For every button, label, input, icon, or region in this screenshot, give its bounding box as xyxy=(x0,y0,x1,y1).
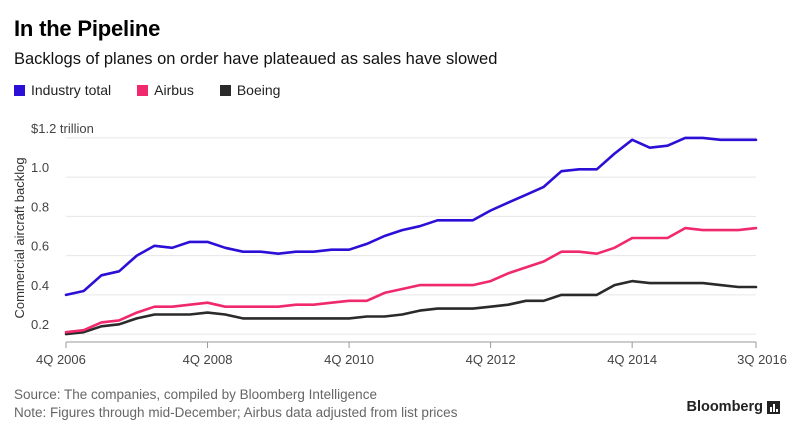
y-tick-label-3: 0.6 xyxy=(31,239,49,254)
legend-item-boeing: Boeing xyxy=(219,82,281,98)
legend-label-boeing: Boeing xyxy=(236,82,281,98)
series-line-industry-total xyxy=(64,136,758,297)
legend-item-industry: Industry total xyxy=(14,82,111,98)
legend-label-airbus: Airbus xyxy=(154,82,194,98)
legend-item-airbus: Airbus xyxy=(137,82,194,98)
y-tick-label-0: $1.2 trillion xyxy=(31,121,94,136)
y-tick-label-4: 0.4 xyxy=(31,278,49,293)
chart-subtitle: Backlogs of planes on order have plateau… xyxy=(14,50,498,68)
footnote: Note: Figures through mid-December; Airb… xyxy=(14,405,458,420)
legend-label-industry: Industry total xyxy=(31,82,112,98)
legend-swatch-boeing xyxy=(219,84,231,96)
brand-name: Bloomberg xyxy=(686,399,763,415)
y-tick-label-5: 0.2 xyxy=(31,317,49,332)
y-tick-label-2: 0.8 xyxy=(31,199,49,214)
y-axis-label: Commercial aircraft backlog xyxy=(12,157,27,318)
x-tick-label-0: 4Q 2006 xyxy=(36,352,86,367)
legend-swatch-airbus xyxy=(137,84,149,96)
y-tick-label-1: 1.0 xyxy=(31,160,49,175)
x-tick-label-4: 4Q 2014 xyxy=(607,352,657,367)
series-line-airbus xyxy=(64,226,758,334)
x-tick-label-1: 4Q 2008 xyxy=(183,352,233,367)
chart-title: In the Pipeline xyxy=(14,16,161,41)
footer: Source: The companies, compiled by Bloom… xyxy=(14,386,457,422)
x-tick-label-2: 4Q 2010 xyxy=(324,352,374,367)
series-line-boeing xyxy=(64,279,758,336)
legend: Industry total Airbus Boeing xyxy=(14,82,306,98)
line-chart: $1.2 trillion 1.0 0.8 0.6 0.4 0.2 4Q 2006 4Q 20… xyxy=(12,121,787,367)
x-tick-label-3: 4Q 2012 xyxy=(466,352,516,367)
bars-icon xyxy=(767,400,780,414)
bloomberg-logo: Bloomberg xyxy=(686,399,780,415)
legend-swatch-industry xyxy=(14,84,25,96)
x-tick-label-5: 3Q 2016 xyxy=(737,352,787,367)
source-note: Source: The companies, compiled by Bloom… xyxy=(14,387,377,402)
